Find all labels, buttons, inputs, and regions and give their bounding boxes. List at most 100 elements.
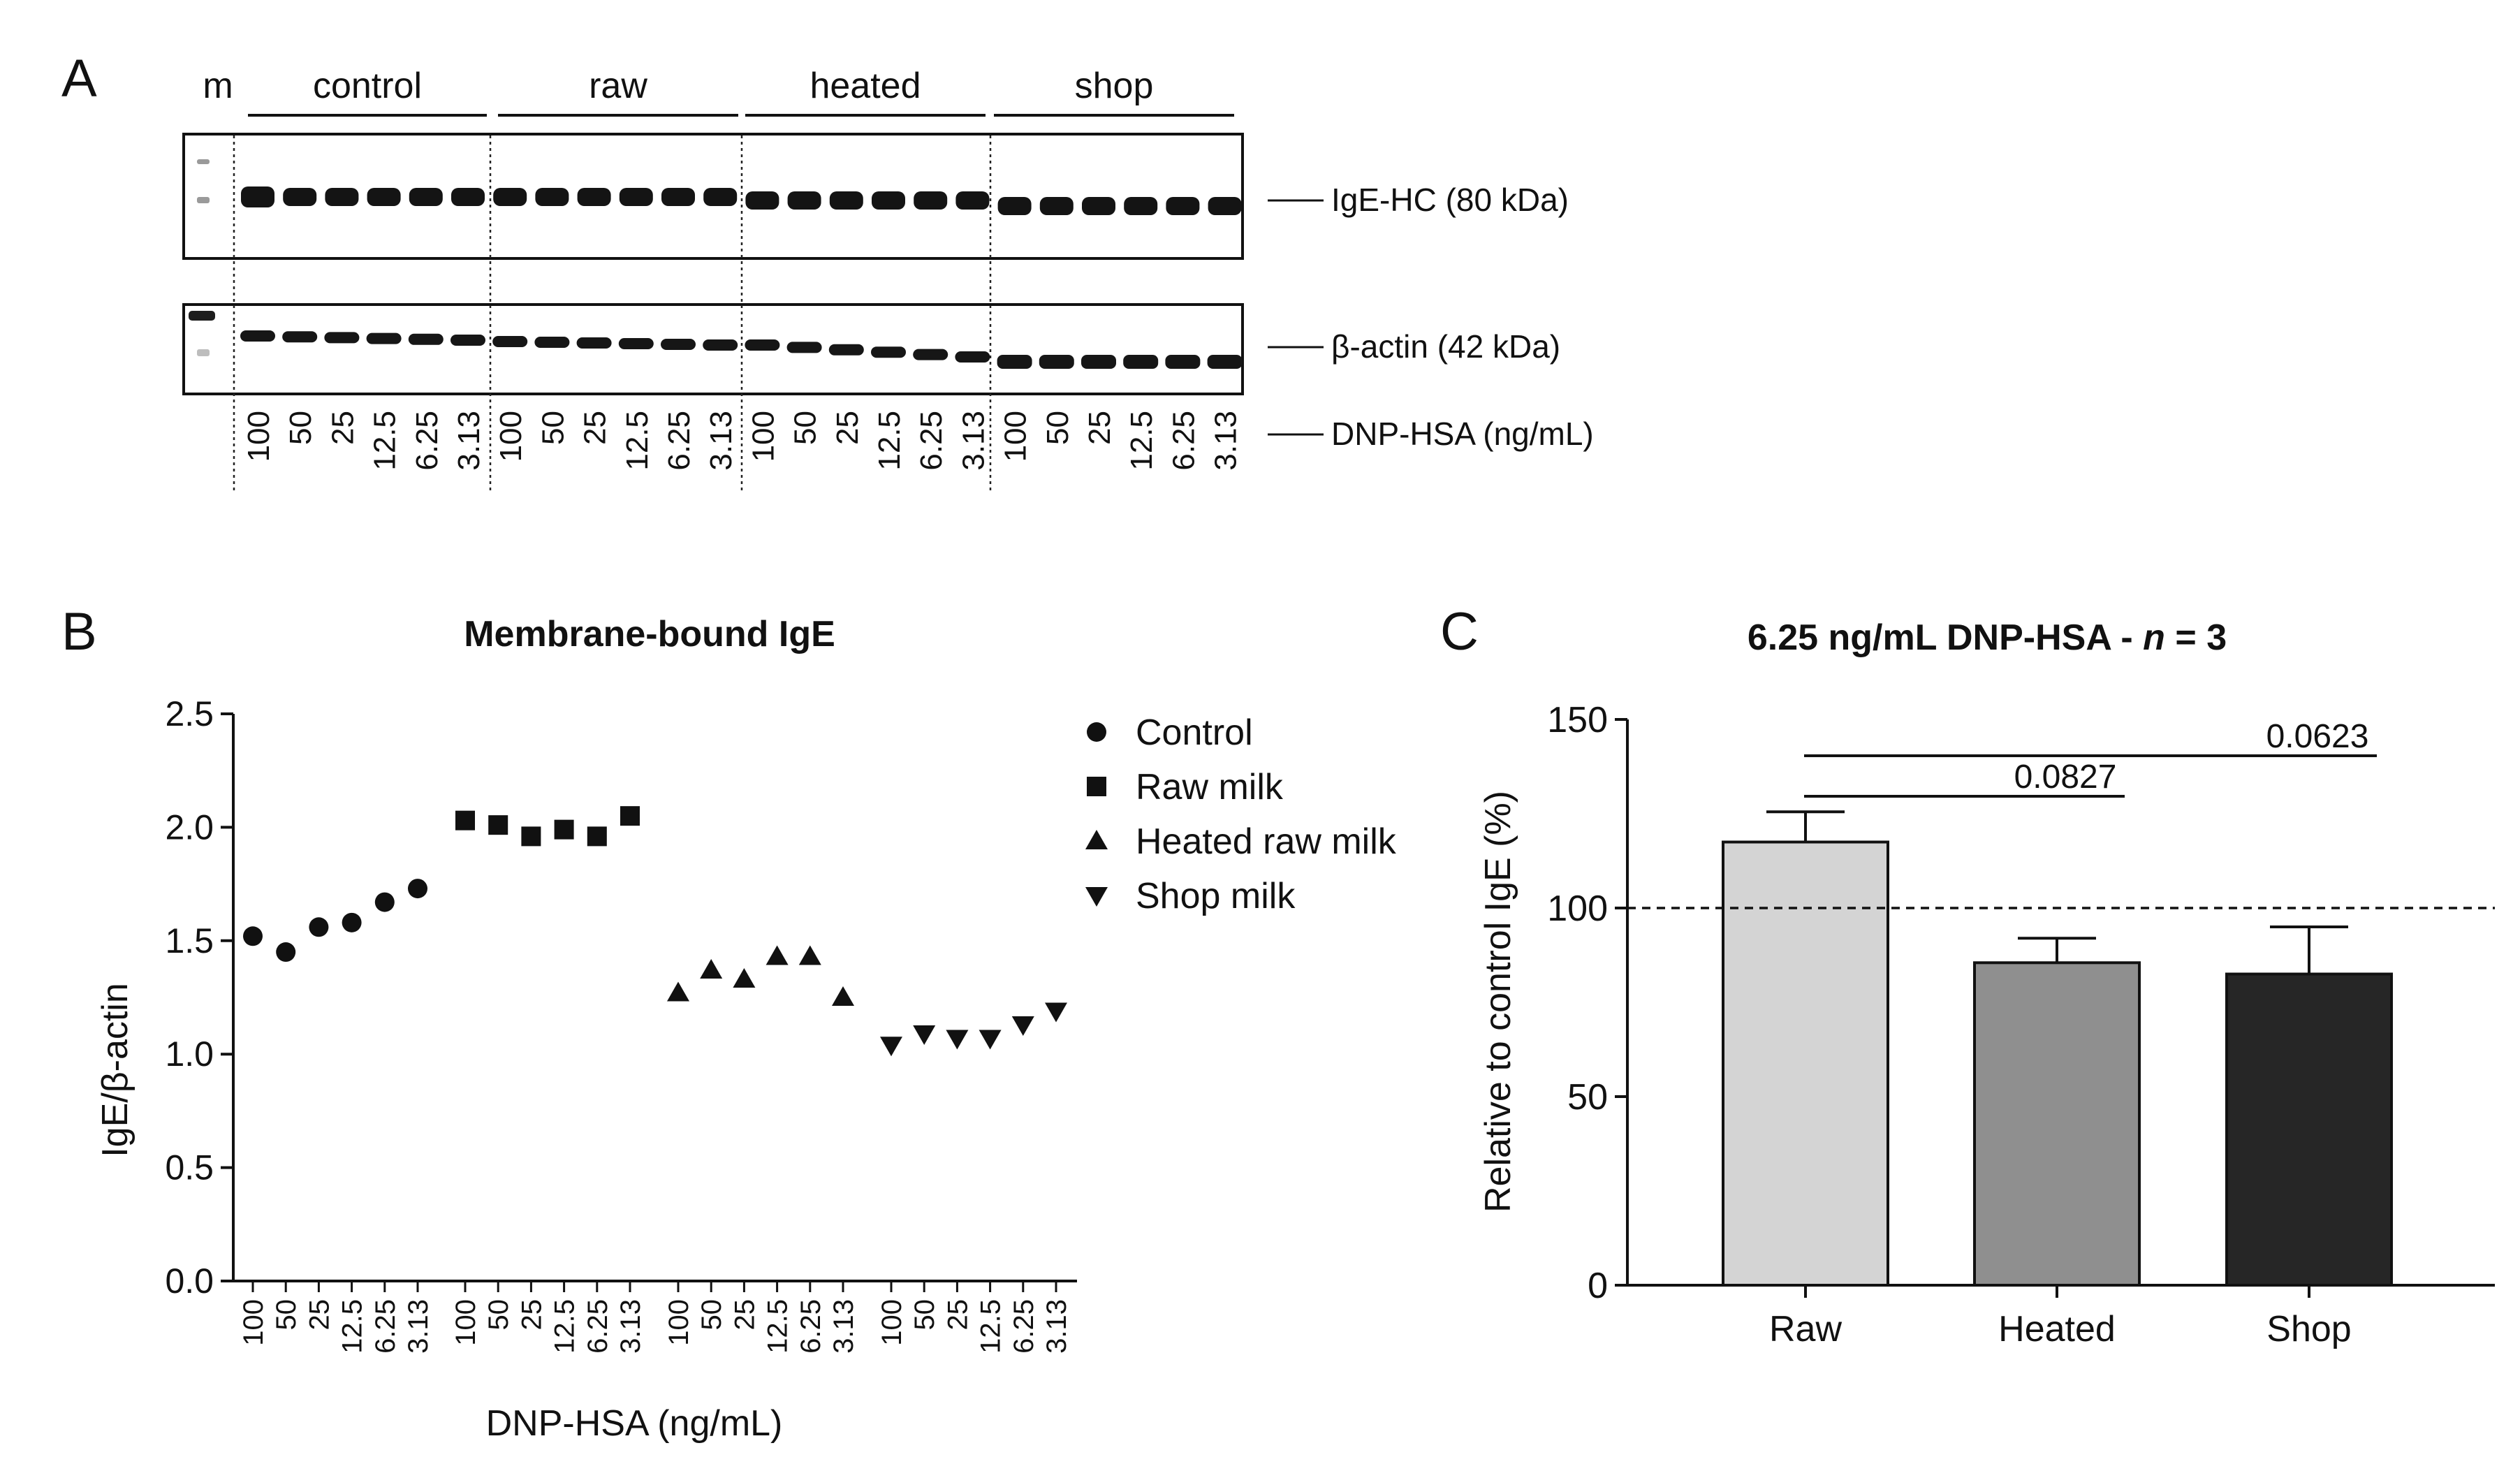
point-shop-milk (946, 1030, 969, 1050)
point-raw-milk (554, 819, 574, 840)
ige-band (325, 188, 359, 206)
blot-conc-label: 50 (536, 411, 570, 445)
chart-b-xtick-label: 3.13 (403, 1299, 434, 1354)
point-raw-milk (521, 826, 541, 847)
panel-a: A m control raw heated shop IgE-HC (80 kDa)… (61, 49, 1594, 490)
point-raw-milk (488, 815, 508, 835)
chart-c-ytick-label: 150 (1547, 700, 1608, 740)
blot-conc-label: 12.5 (1125, 411, 1159, 471)
legend-marker-raw-milk (1087, 777, 1106, 796)
panel-a-letter: A (61, 49, 97, 108)
blot-conc-label: 6.25 (410, 411, 444, 471)
chart-c-ytick-label: 50 (1567, 1077, 1608, 1118)
blot-conc-label: 3.13 (1209, 411, 1243, 471)
point-heated-raw-milk (700, 959, 723, 979)
chart-c-title: 6.25 ng/mL DNP-HSA - n = 3 (1748, 617, 2227, 658)
marker-band (197, 349, 210, 356)
chart-c-xlabel-raw: Raw (1769, 1309, 1842, 1349)
blot-conc-label: 6.25 (662, 411, 696, 471)
chart-b-xtick-label: 12.5 (337, 1299, 368, 1354)
actin-band (576, 337, 612, 349)
actin-band (408, 333, 444, 345)
ige-band (1166, 197, 1200, 215)
actin-band (1081, 355, 1116, 369)
actin-band (366, 332, 402, 344)
legend-label: Shop milk (1136, 876, 1296, 916)
point-shop-milk (979, 1030, 1002, 1050)
chart-b-xtick-label: 12.5 (976, 1299, 1006, 1354)
blot-conc-label: 3.13 (704, 411, 738, 471)
blot-conc-label: 25 (830, 411, 865, 445)
chart-c-ylabel: Relative to control IgE (%) (1478, 791, 1518, 1213)
chart-b-xtick-label: 6.25 (370, 1299, 401, 1354)
legend-label: Control (1136, 712, 1253, 753)
chart-b-xtick-label: 12.5 (763, 1299, 793, 1354)
chart-b-xtick-label: 6.25 (796, 1299, 826, 1354)
actin-band (913, 349, 948, 360)
blot-conc-label: 25 (325, 411, 360, 445)
actin-band (786, 342, 822, 353)
chart-b-points (243, 806, 1067, 1057)
group-label-raw: raw (589, 66, 647, 106)
blot-conc-label: 3.13 (956, 411, 990, 471)
ige-band (745, 191, 779, 210)
chart-b-xtick-label: 25 (516, 1299, 547, 1331)
bar-heated (1973, 961, 2141, 1287)
chart-b-xtick-label: 12.5 (550, 1299, 580, 1354)
actin-band (1207, 355, 1243, 369)
actin-band (282, 331, 318, 343)
ige-band (283, 188, 317, 206)
point-shop-milk (1011, 1016, 1034, 1036)
point-control (408, 879, 427, 899)
ige-band (241, 186, 274, 207)
chart-c-bars (1722, 810, 2393, 1287)
bar-shop (2225, 972, 2393, 1287)
ige-band-label: IgE-HC (80 kDa) (1331, 182, 1569, 218)
point-shop-milk (880, 1037, 902, 1057)
chart-c-comparisons: 0.0827 0.0623 (1804, 718, 2377, 798)
chart-b-ytick-label: 1.0 (165, 1034, 214, 1074)
point-control (243, 926, 263, 946)
ige-band (493, 188, 527, 206)
chart-b-xtick-label: 25 (942, 1299, 973, 1331)
group-label-heated: heated (810, 66, 921, 106)
blot-conc-label: 50 (789, 411, 823, 445)
chart-c-title-n: n (2143, 617, 2165, 658)
chart-b-ytick-label: 1.5 (165, 921, 214, 960)
actin-band (828, 344, 864, 356)
panel-c-letter: C (1440, 602, 1479, 661)
chart-b-xtick-label: 3.13 (615, 1299, 646, 1354)
actin-band (618, 338, 654, 349)
point-heated-raw-milk (765, 945, 789, 965)
blot-conc-label: 6.25 (1166, 411, 1201, 471)
blot-conc-label: 100 (999, 411, 1033, 462)
actin-band (492, 336, 528, 347)
chart-b-ylabel: IgE/β-actin (95, 983, 135, 1157)
blot-conc-label: 50 (1041, 411, 1075, 445)
blot-conc-label: 25 (578, 411, 613, 445)
chart-b-x-ticks: 100 50 25 12.5 6.25 3.13 100 50 25 12.5 6.25 3.13 10… (238, 1281, 1072, 1354)
chart-b-ytick-label: 0.0 (165, 1261, 214, 1301)
point-heated-raw-milk (733, 968, 756, 988)
ige-band (1124, 197, 1158, 215)
chart-b-xtick-label: 3.13 (828, 1299, 859, 1354)
comparison-p-value: 0.0623 (2266, 718, 2369, 755)
chart-b-xtick-label: 6.25 (1009, 1299, 1039, 1354)
chart-b-ytick-label: 0.5 (165, 1148, 214, 1187)
blot-conc-label: 25 (1083, 411, 1117, 445)
point-control (309, 917, 329, 937)
point-heated-raw-milk (667, 981, 689, 1002)
actin-band (324, 332, 360, 344)
chart-b-xtick-label: 50 (271, 1299, 302, 1331)
marker-lane-label: m (203, 66, 233, 106)
ige-bands (197, 159, 1242, 215)
chart-b-xtick-label: 6.25 (583, 1299, 613, 1354)
actin-band (955, 351, 990, 363)
chart-b-xlabel: DNP-HSA (ng/mL) (486, 1403, 783, 1444)
actin-band (997, 355, 1032, 369)
actin-band (703, 339, 738, 351)
point-heated-raw-milk (832, 986, 854, 1006)
actin-band (1123, 355, 1159, 369)
group-label-control: control (313, 66, 422, 106)
